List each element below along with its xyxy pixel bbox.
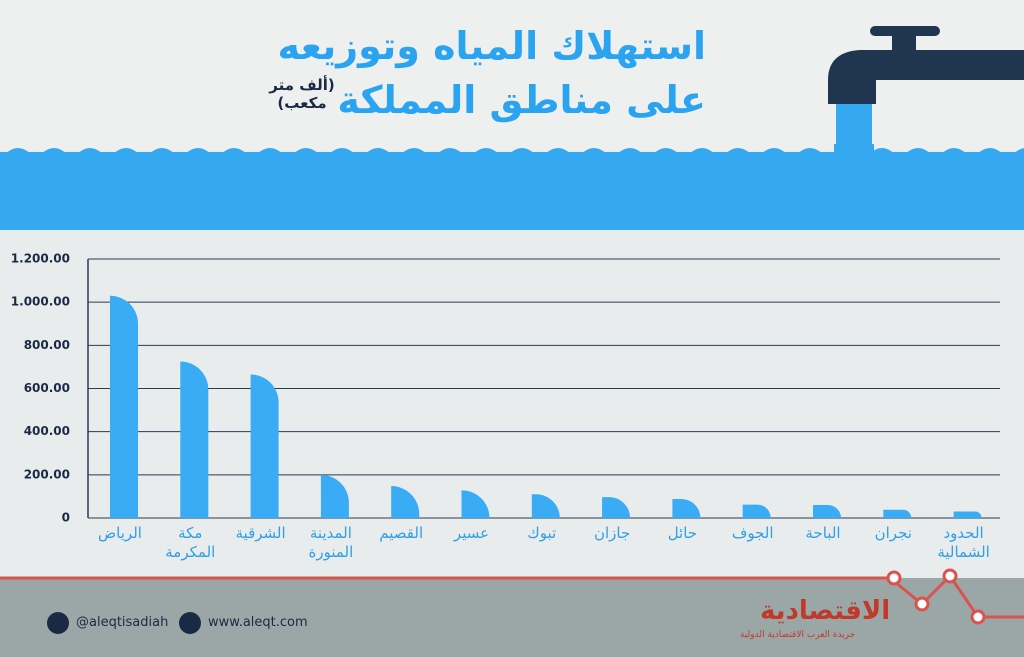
y-tick-label: 600.00: [24, 381, 70, 395]
bar: [391, 486, 420, 518]
x-tick-label: مكة المكرمة: [165, 524, 216, 561]
y-tick-label: 200.00: [24, 467, 70, 481]
bar: [813, 505, 841, 518]
faucet: [828, 26, 1024, 154]
x-tick-label: القصيم: [379, 524, 424, 542]
bar: [883, 509, 912, 518]
bar: [602, 497, 631, 518]
footer-line: [0, 573, 1024, 619]
x-tick-label: المدينة المنورة: [308, 524, 354, 561]
bar: [742, 504, 771, 518]
x-tick-label: جازان: [593, 524, 631, 542]
y-tick-label: 400.00: [24, 424, 70, 438]
x-tick-label: حائل: [667, 524, 698, 542]
x-tick-label: عسير: [453, 524, 490, 542]
unit-label: (ألف متر مكعب): [269, 76, 335, 112]
x-tick-label: الجوف: [731, 524, 774, 542]
chart-subtitle: على مناطق المملكة: [337, 78, 706, 122]
x-tick-label: الرياض: [98, 524, 142, 542]
x-tick-label: تبوك: [527, 524, 557, 542]
web-icon: [179, 612, 201, 634]
twitter-icon: [47, 612, 69, 634]
bar: [531, 494, 560, 518]
x-tick-label: الشرقية: [235, 524, 286, 542]
bar: [250, 374, 279, 518]
footer-band: [0, 578, 1024, 657]
x-tick-label: الحدود الشمالية: [937, 524, 990, 561]
x-tick-label: نجران: [874, 524, 912, 542]
website: www.aleqt.com: [208, 615, 308, 630]
waves: [0, 148, 1024, 170]
y-tick-label: 1.000.00: [11, 295, 70, 309]
footer-dots: [886, 568, 986, 625]
x-tick-label: الباحة: [805, 524, 841, 542]
bar: [180, 361, 209, 518]
y-tick-label: 800.00: [24, 338, 70, 352]
tagline: جريدة العرب الاقتصادية الدولية: [740, 630, 856, 640]
y-tick-label: 0: [62, 511, 70, 525]
logo: الاقتصادية: [760, 596, 891, 626]
bar: [320, 474, 349, 518]
bar: [110, 295, 138, 518]
bar: [461, 490, 490, 518]
bar: [953, 511, 982, 518]
chart-title: استهلاك المياه وتوزيعه: [277, 24, 706, 68]
twitter-handle: @aleqtisadiah: [76, 615, 169, 630]
y-tick-label: 1.200.00: [11, 252, 70, 266]
bar: [672, 499, 701, 518]
